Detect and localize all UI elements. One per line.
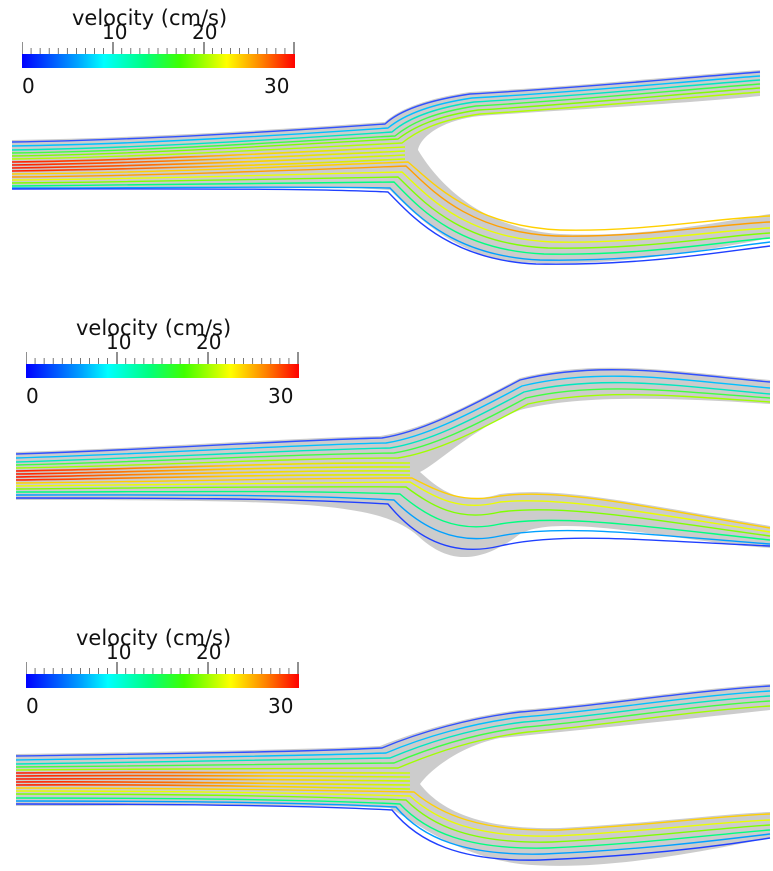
vessel-streamlines-3 [15, 684, 771, 866]
colorbar-max-label: 30 [268, 384, 294, 408]
streamlines-upper-1 [11, 71, 761, 160]
colorbar-min-label: 0 [22, 74, 35, 98]
colorbar-ticks [22, 42, 295, 54]
streamlines-upper-2 [15, 369, 771, 469]
streamline-panel-2: velocity (cm/s) 10 20 0 30 [0, 290, 773, 580]
streamline-panel-1: velocity (cm/s) 10 20 0 30 [0, 0, 773, 290]
vessel-streamlines-1 [11, 70, 771, 265]
streamlines-core-3 [15, 771, 411, 790]
colorbar-legend-2: velocity (cm/s) 10 20 0 30 [26, 316, 316, 416]
colorbar-max-label: 30 [268, 694, 294, 718]
colorbar-tick-20: 20 [192, 20, 218, 44]
vessel-streamlines-2 [15, 367, 771, 558]
streamlines-lower-1 [11, 161, 771, 265]
colorbar-gradient [26, 674, 299, 688]
colorbar-legend-3: velocity (cm/s) 10 20 0 30 [26, 626, 316, 726]
colorbar-ticks [26, 662, 299, 674]
colorbar-legend-1: velocity (cm/s) 10 20 0 30 [22, 6, 312, 106]
streamlines-upper-3 [15, 685, 771, 771]
colorbar-gradient [22, 54, 295, 68]
colorbar-tick-10: 10 [102, 20, 128, 44]
colorbar-gradient [26, 364, 299, 378]
colorbar-title: velocity (cm/s) [76, 626, 232, 650]
colorbar-tick-10: 10 [106, 330, 132, 354]
colorbar-tick-10: 10 [106, 640, 132, 664]
colorbar-min-label: 0 [26, 694, 39, 718]
streamlines-lower-2 [15, 477, 771, 550]
streamlines-core-1 [11, 146, 406, 172]
colorbar-tick-20: 20 [196, 640, 222, 664]
colorbar-title: velocity (cm/s) [76, 316, 232, 340]
streamlines-lower-3 [15, 787, 771, 861]
colorbar-ticks [26, 352, 299, 364]
colorbar-min-label: 0 [26, 384, 39, 408]
colorbar-max-label: 30 [264, 74, 290, 98]
colorbar-title: velocity (cm/s) [72, 6, 228, 30]
streamlines-core-2 [15, 462, 411, 481]
colorbar-tick-20: 20 [196, 330, 222, 354]
streamline-panel-3: velocity (cm/s) 10 20 0 30 [0, 580, 773, 871]
